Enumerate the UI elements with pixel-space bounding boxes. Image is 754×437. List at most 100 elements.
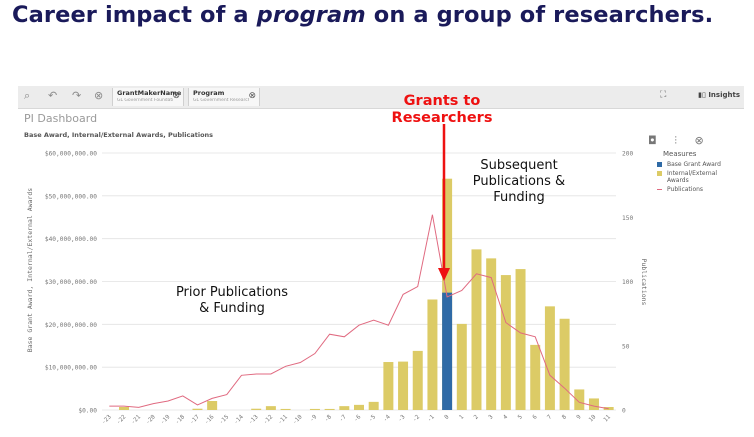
insights-button[interactable]: ▮▯ Insights [698, 91, 740, 99]
filter-chip-program[interactable]: Program GL Government Research... ⊗ [188, 88, 260, 106]
grants-annotation: Grants to Researchers [391, 93, 493, 126]
x-tick-label: -8 [324, 414, 334, 424]
filter-chip-value: GL Government Foundation... [117, 98, 173, 103]
filter-chip-grantmaker[interactable]: GrantMakerName GL Government Foundation.… [112, 88, 184, 106]
x-tick-label: -22 [116, 414, 128, 426]
bar-internal-external-awards [280, 408, 291, 410]
x-tick-label: 4 [503, 414, 510, 421]
legend-swatch [657, 171, 662, 176]
x-tick-label: 3 [488, 414, 495, 421]
x-tick-label: 8 [561, 414, 568, 421]
bar-base-grant-award [442, 292, 453, 410]
y2-tick-label: 100 [622, 279, 633, 286]
adjust-icon[interactable]: ⫶ [674, 134, 677, 147]
x-tick-label: -13 [248, 414, 260, 426]
bar-internal-external-awards [354, 404, 364, 410]
y2-tick-label: 0 [622, 408, 626, 415]
selection-toolbar: ⌕ ↶ ↷ ⊗ GrantMakerName GL Government Fou… [18, 86, 744, 109]
x-tick-label: -15 [219, 414, 231, 426]
bar-internal-external-awards [309, 408, 320, 410]
close-icon[interactable]: ⊗ [172, 91, 180, 101]
x-tick-label: -18 [175, 414, 187, 426]
chart-tools: ◘ ⫶ ⊗ [648, 134, 704, 148]
x-tick-label: -20 [145, 414, 157, 426]
bar-internal-external-awards [339, 406, 350, 410]
bar-internal-external-awards [515, 269, 526, 410]
headline: Career impact of a program on a group of… [12, 2, 714, 28]
bar-internal-external-awards [530, 344, 541, 410]
legend-item-awards[interactable]: Internal/External Awards [657, 170, 737, 184]
legend-swatch [657, 189, 662, 190]
bar-internal-external-awards [251, 408, 262, 410]
y2-tick-label: 50 [622, 343, 630, 350]
x-tick-label: -16 [204, 414, 216, 426]
bar-internal-external-awards [588, 398, 599, 410]
x-tick-label: -1 [427, 414, 437, 424]
x-tick-label: 9 [576, 414, 583, 421]
x-tick-label: 0 [444, 414, 451, 421]
x-tick-label: -6 [353, 414, 363, 424]
y2-tick-label: 200 [622, 151, 633, 158]
y-tick-label: $50,000,000.00 [45, 193, 97, 200]
x-tick-label: -2 [412, 414, 421, 423]
legend-label: Publications [667, 186, 704, 193]
grants-arrow-head [438, 268, 450, 281]
sheet-title: PI Dashboard [24, 112, 98, 125]
filter-chip-value: GL Government Research... [193, 98, 249, 103]
y-axis-ticks: $0.00 $10,000,000.00 $20,000,000.00 $30,000… [45, 151, 97, 415]
close-icon[interactable]: ⊗ [248, 91, 256, 101]
publications-line-path [109, 214, 609, 410]
camera-icon[interactable]: ◘ [648, 134, 657, 147]
x-tick-label: -23 [101, 414, 113, 426]
bar-internal-external-awards [412, 350, 423, 410]
x-tick-label: 2 [473, 414, 480, 421]
selections-tool-icon[interactable]: ⛶ [660, 90, 667, 100]
legend-item-publications[interactable]: Publications [657, 186, 737, 193]
clear-selections-icon[interactable]: ⊗ [94, 89, 104, 102]
bar-internal-external-awards [265, 406, 276, 410]
x-tick-label: -12 [263, 414, 275, 426]
x-tick-label: 7 [547, 414, 554, 421]
x-tick-label: -3 [397, 414, 407, 424]
x-tick-label: -7 [339, 414, 349, 424]
bar-internal-external-awards [574, 389, 585, 410]
smart-search-icon[interactable]: ⌕ [24, 89, 31, 102]
close-icon[interactable]: ⊗ [694, 134, 704, 147]
y-tick-label: $60,000,000.00 [45, 151, 97, 158]
y-tick-label: $40,000,000.00 [45, 236, 97, 243]
bar-internal-external-awards [500, 275, 511, 410]
bar-internal-external-awards [324, 408, 335, 410]
bar-internal-external-awards [192, 408, 203, 410]
legend-item-base-grant[interactable]: Base Grant Award [657, 161, 737, 168]
y-tick-label: $30,000,000.00 [45, 279, 97, 286]
x-tick-label: -9 [309, 414, 319, 424]
y-tick-label: $10,000,000.00 [45, 365, 97, 372]
y-tick-label: $0.00 [78, 408, 97, 415]
legend-title: Measures [663, 150, 697, 158]
x-tick-label: -21 [130, 414, 142, 426]
y2-axis-ticks: 0 50 100 150 200 [622, 151, 633, 415]
x-tick-label: -17 [189, 414, 201, 426]
step-forward-icon[interactable]: ↷ [72, 89, 82, 102]
x-tick-label: -19 [160, 414, 172, 426]
y2-tick-label: 150 [622, 215, 633, 222]
subsequent-annotation: Subsequent Publications & Funding [472, 158, 566, 205]
publications-line [109, 214, 609, 410]
legend-label: Internal/External Awards [667, 170, 718, 184]
step-back-icon[interactable]: ↶ [48, 89, 58, 102]
x-tick-label: -11 [277, 414, 289, 426]
filter-chip-label: GrantMakerName [117, 89, 182, 97]
x-tick-label: 10 [588, 414, 598, 424]
bar-internal-external-awards [486, 258, 497, 410]
bar-internal-external-awards [119, 407, 130, 410]
y-tick-label: $20,000,000.00 [45, 322, 97, 329]
bar-internal-external-awards [207, 401, 218, 410]
bar-internal-external-awards [368, 401, 379, 410]
x-tick-label: -4 [383, 414, 393, 424]
legend-label: Base Grant Award [667, 161, 721, 168]
x-tick-label: -10 [292, 414, 304, 426]
x-tick-label: 5 [517, 414, 524, 421]
legend-swatch [657, 162, 662, 167]
x-tick-label: -5 [368, 414, 378, 424]
legend: Measures Base Grant Award Internal/Exter… [657, 150, 737, 195]
